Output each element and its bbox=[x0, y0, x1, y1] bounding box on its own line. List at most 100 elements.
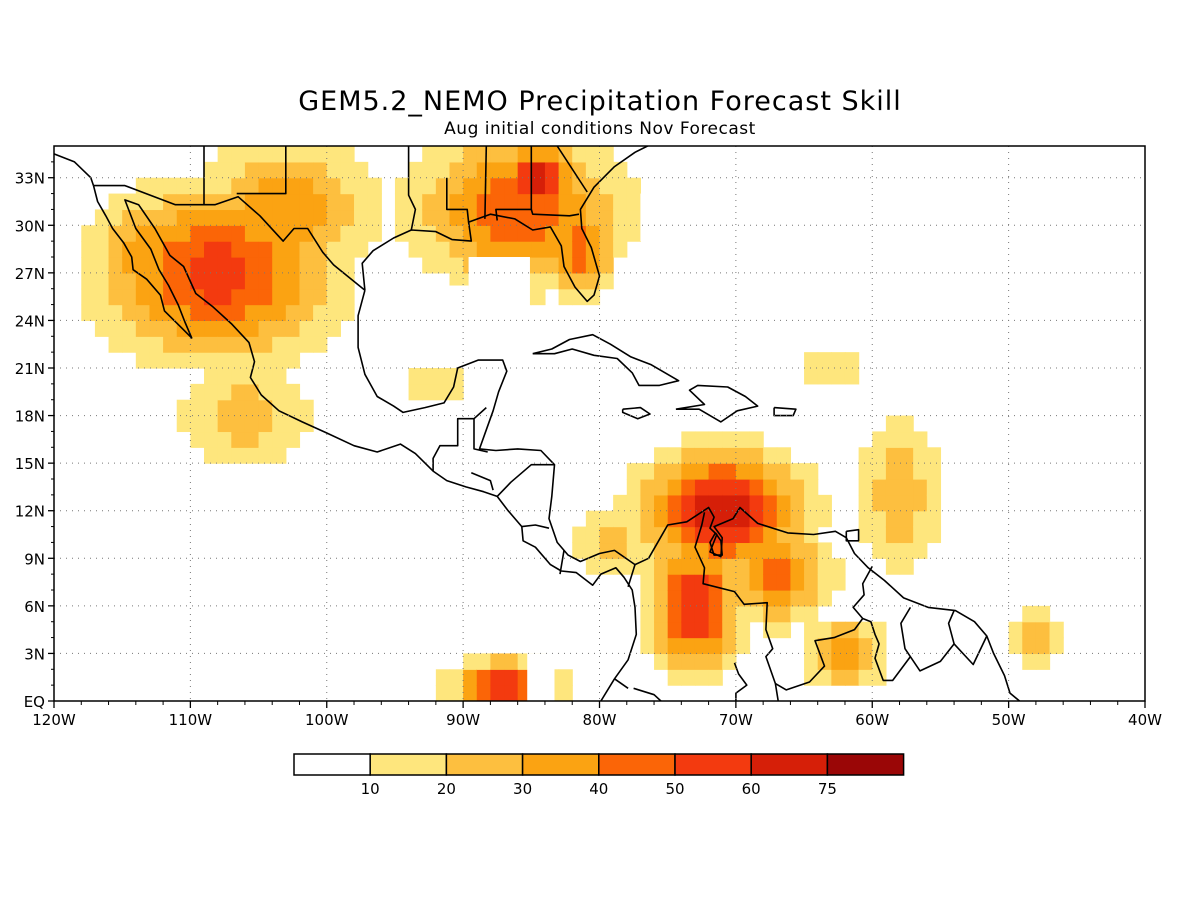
skill-cell bbox=[1008, 621, 1023, 639]
skill-cell bbox=[558, 146, 573, 163]
skill-cell bbox=[531, 272, 546, 290]
skill-cell bbox=[204, 209, 219, 226]
skill-cell bbox=[708, 605, 723, 623]
skill-cell bbox=[149, 272, 164, 290]
skill-cell bbox=[135, 193, 151, 211]
coastline-segment bbox=[773, 406, 797, 417]
skill-cell bbox=[422, 209, 437, 226]
skill-cell bbox=[285, 146, 301, 163]
skill-cell bbox=[844, 637, 860, 655]
coastline-segment bbox=[774, 618, 864, 691]
skill-cell bbox=[272, 225, 287, 242]
skill-cell bbox=[872, 447, 887, 464]
skill-cell bbox=[231, 368, 246, 385]
skill-cell bbox=[217, 257, 232, 274]
skill-cell bbox=[163, 257, 178, 274]
skill-cell bbox=[326, 241, 341, 258]
skill-cell bbox=[613, 241, 628, 258]
skill-cell bbox=[435, 685, 451, 701]
skill-cell bbox=[1049, 637, 1064, 655]
skill-cell bbox=[217, 336, 232, 353]
skill-cell bbox=[722, 637, 737, 655]
skill-cell bbox=[654, 479, 669, 496]
skill-cell bbox=[694, 605, 710, 623]
skill-cell bbox=[326, 161, 341, 179]
skill-cell bbox=[108, 304, 123, 322]
skill-cell bbox=[926, 479, 942, 496]
skill-cell bbox=[204, 352, 219, 369]
skill-cell bbox=[817, 542, 832, 559]
skill-cell bbox=[599, 272, 614, 290]
skill-cell bbox=[872, 479, 887, 496]
skill-cell bbox=[654, 590, 669, 607]
colorbar-swatch bbox=[521, 753, 600, 776]
skill-cell bbox=[613, 225, 628, 242]
skill-cell bbox=[790, 574, 805, 591]
skill-cell bbox=[244, 288, 260, 306]
skill-cell bbox=[394, 177, 410, 195]
skill-cell bbox=[763, 590, 778, 607]
lat-label: 21N bbox=[15, 360, 45, 378]
skill-cell bbox=[258, 336, 273, 353]
skill-cell bbox=[694, 526, 710, 544]
skill-cell bbox=[463, 653, 478, 670]
skill-cell bbox=[804, 605, 819, 623]
skill-cell bbox=[313, 209, 328, 226]
skill-cell bbox=[585, 161, 601, 179]
skill-cell bbox=[354, 161, 369, 179]
skill-cell bbox=[599, 526, 614, 544]
skill-cell bbox=[735, 605, 751, 623]
skill-cell bbox=[217, 146, 232, 163]
skill-cell bbox=[626, 463, 642, 480]
skill-cell bbox=[217, 320, 232, 337]
skill-cell bbox=[913, 510, 928, 528]
skill-cell bbox=[476, 685, 491, 701]
skill-cell bbox=[831, 574, 846, 591]
skill-cell bbox=[872, 621, 887, 639]
skill-cell bbox=[231, 225, 246, 242]
skill-cell bbox=[654, 494, 669, 512]
skill-cell bbox=[313, 225, 328, 242]
skill-cell bbox=[313, 257, 328, 274]
skill-cell bbox=[299, 320, 314, 337]
skill-cell bbox=[872, 510, 887, 528]
skill-cell bbox=[176, 193, 191, 211]
skill-cell bbox=[872, 526, 887, 544]
skill-cell bbox=[449, 257, 464, 274]
skill-cell bbox=[340, 209, 355, 226]
skill-cell bbox=[408, 193, 423, 211]
skill-cell bbox=[81, 225, 96, 242]
skill-cell bbox=[858, 447, 873, 464]
colorbar-swatch bbox=[445, 753, 524, 776]
skill-cell bbox=[681, 558, 696, 575]
skill-cell bbox=[585, 257, 601, 274]
skill-cell bbox=[558, 177, 573, 195]
skill-cell bbox=[722, 494, 737, 512]
skill-cell bbox=[285, 225, 301, 242]
colorbar-swatch bbox=[750, 753, 829, 776]
skill-cell bbox=[190, 320, 205, 337]
coastline-segment bbox=[361, 146, 650, 303]
skill-cell bbox=[776, 463, 792, 480]
skill-cell bbox=[858, 653, 873, 670]
skill-cell bbox=[326, 209, 341, 226]
skill-cell bbox=[231, 352, 246, 369]
skill-cell bbox=[558, 669, 573, 686]
skill-cell bbox=[817, 368, 832, 385]
skill-cell bbox=[81, 257, 96, 274]
skill-cell bbox=[272, 272, 287, 290]
skill-cell bbox=[190, 288, 205, 306]
skill-cell bbox=[831, 637, 846, 655]
skill-cell bbox=[122, 320, 137, 337]
skill-cell bbox=[217, 415, 232, 433]
skill-cell bbox=[231, 177, 246, 195]
colorbar-swatch bbox=[369, 753, 448, 776]
skill-cell bbox=[694, 447, 710, 464]
skill-cell bbox=[572, 177, 587, 195]
skill-cell bbox=[94, 241, 110, 258]
skill-cell bbox=[667, 479, 682, 496]
skill-cell bbox=[626, 225, 642, 242]
skill-cell bbox=[299, 257, 314, 274]
chart-title: GEM5.2_NEMO Precipitation Forecast Skill bbox=[298, 86, 902, 117]
skill-cell bbox=[613, 494, 628, 512]
